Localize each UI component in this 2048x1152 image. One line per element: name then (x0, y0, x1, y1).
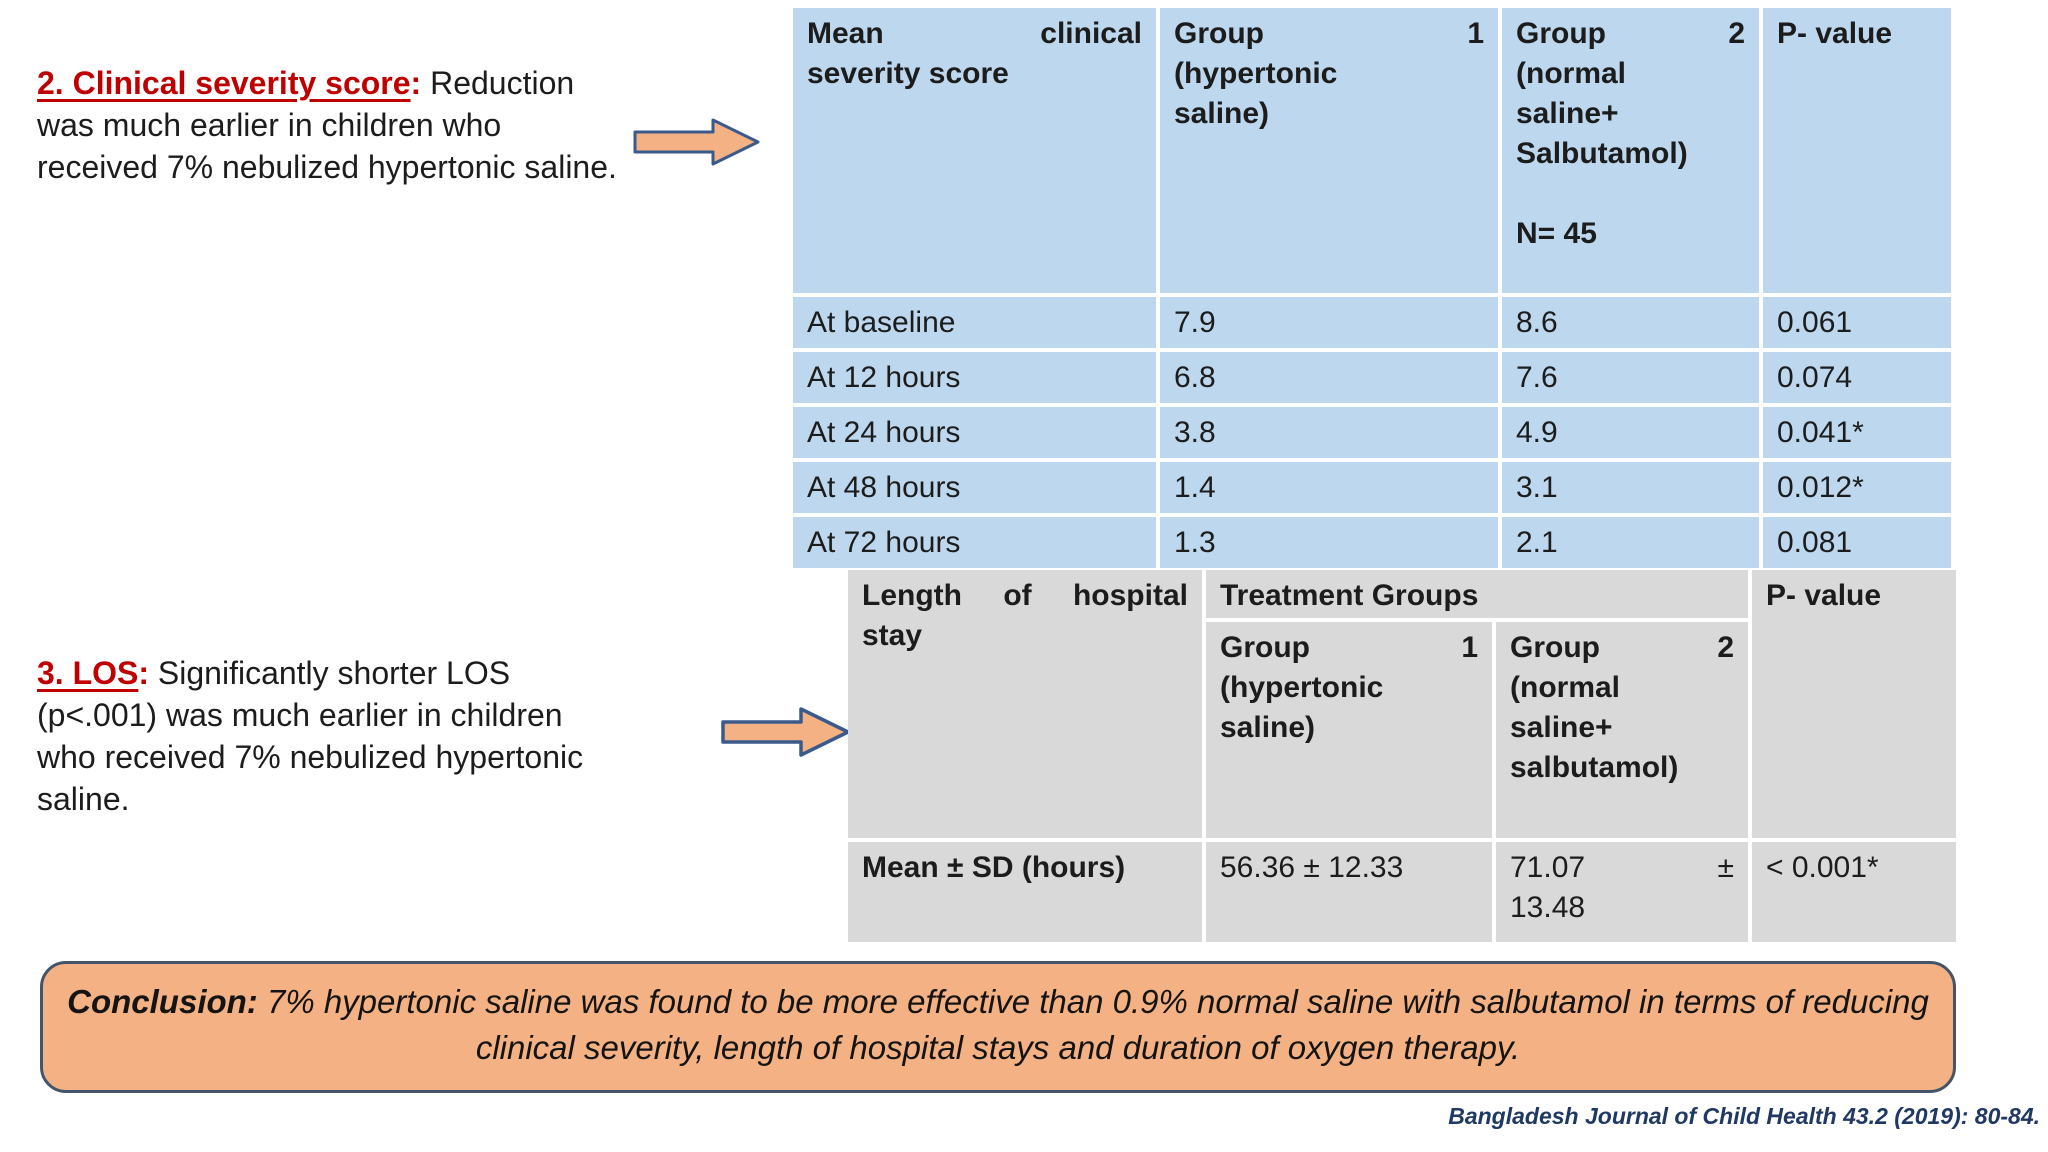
severity-row-pvalue: 0.061 (1763, 297, 1951, 348)
point3-text: 3. LOS: Significantly shorter LOS (p<.00… (37, 652, 629, 820)
severity-header-group2: Group 2 (normal saline+ Salbutamol) N= 45 (1502, 8, 1759, 293)
los-table: Length of hospital stay Treatment Groups P-… (848, 570, 1956, 942)
conclusion-box: Conclusion: 7% hypertonic saline was fou… (40, 961, 1956, 1093)
severity-row-group1: 1.4 (1160, 462, 1498, 513)
point2-body: Reduction was much earlier in children w… (37, 65, 617, 185)
severity-row-label: At 48 hours (793, 462, 1156, 513)
severity-row-group1: 1.3 (1160, 517, 1498, 568)
severity-row-group2: 3.1 (1502, 462, 1759, 513)
severity-row-label: At 12 hours (793, 352, 1156, 403)
los-header-pvalue: P- value (1752, 570, 1956, 838)
point3-heading: 3. LOS (37, 655, 139, 691)
severity-row-group1: 3.8 (1160, 407, 1498, 458)
los-header-group2: Group 2 (normal saline+ salbutamol) (1496, 622, 1748, 838)
citation: Bangladesh Journal of Child Health 43.2 … (1448, 1103, 2040, 1129)
severity-row-pvalue: 0.041* (1763, 407, 1951, 458)
los-row-pvalue: < 0.001* (1752, 842, 1956, 942)
point2-colon: : (410, 65, 422, 101)
conclusion-text: 7% hypertonic saline was found to be mor… (257, 983, 1929, 1066)
conclusion-label: Conclusion: (67, 983, 258, 1020)
severity-header-metric: Mean clinical severity score (793, 8, 1156, 293)
los-header-group1: Group 1 (hypertonic saline) (1206, 622, 1492, 838)
right-arrow-icon (721, 707, 850, 757)
severity-header-pvalue: P- value (1763, 8, 1951, 293)
severity-row-group2: 7.6 (1502, 352, 1759, 403)
severity-table: Mean clinical severity score Group 1 (hypert… (793, 8, 1951, 568)
severity-row-pvalue: 0.074 (1763, 352, 1951, 403)
severity-row-group2: 2.1 (1502, 517, 1759, 568)
point2-heading: 2. Clinical severity score (37, 65, 411, 101)
point2-text: 2. Clinical severity score: Reduction wa… (37, 62, 629, 188)
severity-row-group1: 6.8 (1160, 352, 1498, 403)
los-row-group1: 56.36 ± 12.33 (1206, 842, 1492, 942)
severity-row-group1: 7.9 (1160, 297, 1498, 348)
point3-colon: : (138, 655, 150, 691)
los-row-group2: 71.07 ±13.48 (1496, 842, 1748, 942)
severity-row-label: At baseline (793, 297, 1156, 348)
severity-row-pvalue: 0.081 (1763, 517, 1951, 568)
los-header-metric: Length of hospital stay (848, 570, 1202, 838)
right-arrow-icon (633, 118, 760, 166)
severity-row-group2: 4.9 (1502, 407, 1759, 458)
los-header-treatment-groups: Treatment Groups (1206, 570, 1748, 618)
severity-row-pvalue: 0.012* (1763, 462, 1951, 513)
los-row-label: Mean ± SD (hours) (848, 842, 1202, 942)
severity-row-label: At 72 hours (793, 517, 1156, 568)
severity-row-label: At 24 hours (793, 407, 1156, 458)
severity-row-group2: 8.6 (1502, 297, 1759, 348)
point3-body: Significantly shorter LOS (p<.001) was m… (37, 655, 584, 817)
severity-header-group1: Group 1 (hypertonic saline) (1160, 8, 1498, 293)
